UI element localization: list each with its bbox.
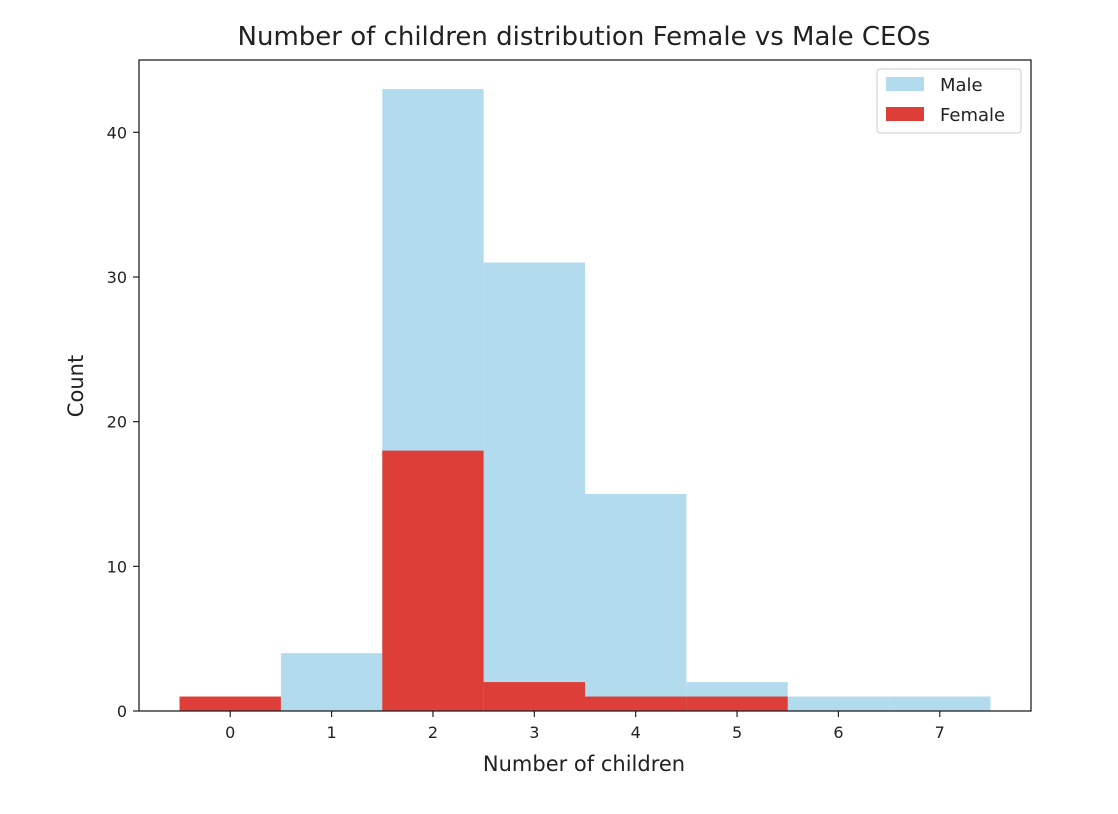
x-axis-label: Number of children	[483, 752, 685, 776]
bar-female-2	[382, 450, 484, 711]
y-tick-label: 0	[117, 702, 127, 721]
bar-male-4	[585, 494, 687, 711]
legend-label-male: Male	[940, 75, 983, 96]
bars-layer	[179, 88, 991, 711]
bar-female-3	[483, 682, 585, 711]
bar-male-7	[889, 696, 991, 711]
y-tick-label: 20	[107, 413, 127, 432]
y-tick-label: 30	[107, 268, 127, 287]
x-tick-label: 2	[428, 723, 438, 742]
x-tick-label: 1	[326, 723, 336, 742]
legend-label-female: Female	[940, 105, 1005, 126]
y-tick-label: 40	[107, 123, 127, 142]
legend-swatch-female	[886, 107, 924, 121]
chart-title: Number of children distribution Female v…	[238, 22, 931, 52]
bar-male-6	[787, 696, 890, 711]
bar-male-1	[280, 653, 383, 711]
x-tick-label: 3	[529, 723, 539, 742]
x-tick-label: 4	[631, 723, 641, 742]
x-tick-label: 7	[935, 723, 945, 742]
x-tick-label: 6	[833, 723, 843, 742]
legend: Male Female	[876, 68, 1022, 134]
bar-male-3	[483, 262, 585, 711]
plot-frame	[138, 59, 1032, 712]
legend-swatch-male	[886, 77, 924, 91]
x-tick-label: 0	[225, 723, 235, 742]
y-axis: 0 10 20 30 40	[107, 123, 139, 721]
bar-female-0	[179, 696, 281, 711]
bar-female-5	[686, 696, 788, 711]
bar-female-4	[585, 696, 687, 711]
x-tick-label: 5	[732, 723, 742, 742]
y-tick-label: 10	[107, 557, 127, 576]
x-axis: 0 1 2 3 4 5 6 7	[225, 711, 945, 742]
y-axis-label: Count	[64, 355, 88, 417]
